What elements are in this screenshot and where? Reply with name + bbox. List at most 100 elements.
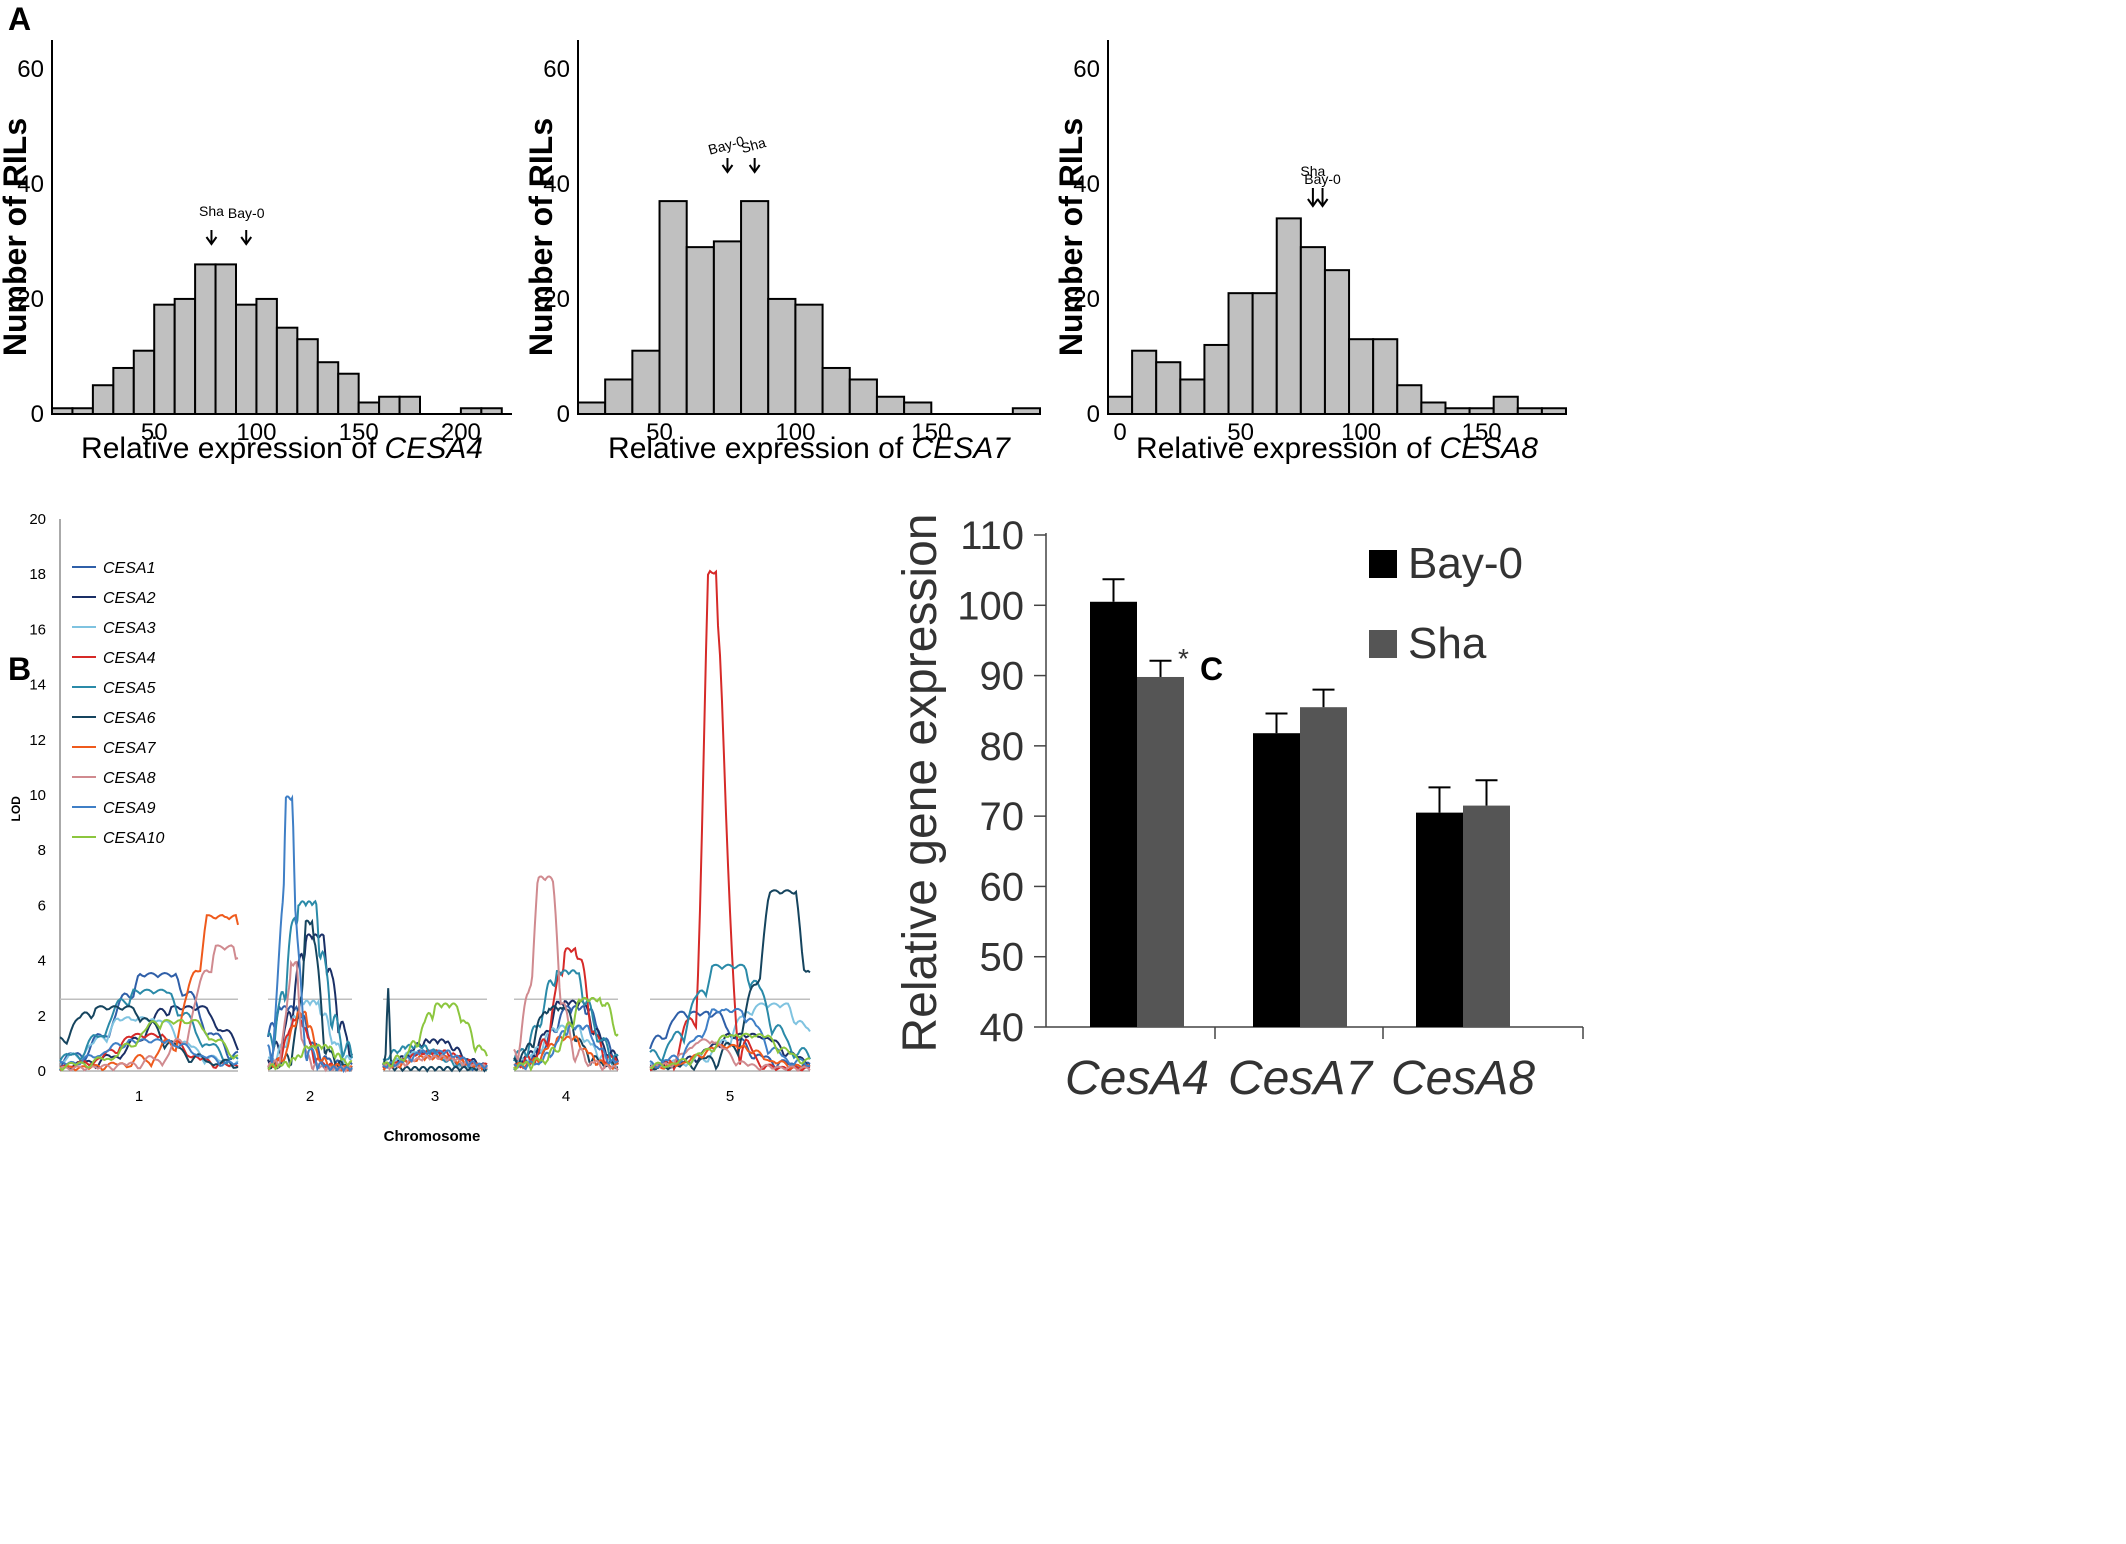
y-tick-label: 0	[31, 401, 44, 428]
y-tick-label: 60	[17, 56, 44, 83]
y-tick-label: 20	[1073, 286, 1100, 313]
x-tick-label: 0	[1113, 419, 1126, 446]
histogram-bar	[1540, 407, 1568, 416]
bar-sha	[1137, 676, 1184, 1027]
histogram-bar	[398, 395, 421, 416]
histogram-bar	[821, 366, 851, 416]
histogram-bar	[1179, 378, 1206, 416]
marker-arrow-head	[748, 164, 761, 174]
histogram-bar	[1492, 395, 1519, 416]
legend-label: CESA7	[103, 740, 157, 757]
histogram-bar	[255, 297, 278, 415]
histogram-bar	[1468, 407, 1495, 416]
y-tick-label: 20	[543, 286, 570, 313]
marker-arrow-head	[205, 236, 218, 246]
legend-swatch	[1369, 550, 1397, 578]
histogram-bar	[173, 297, 197, 415]
category-label: CesA8	[1391, 1052, 1535, 1105]
bar-bay-0	[1090, 601, 1137, 1027]
y-tick-label: 10	[29, 787, 46, 804]
legend-label: CESA2	[103, 590, 156, 607]
histogram-bar	[685, 246, 715, 415]
histogram-bar	[71, 407, 94, 416]
y-tick-label: 12	[29, 732, 46, 749]
lod-curve-cesa9	[649, 1007, 811, 1069]
marker-arrow-head	[1307, 198, 1319, 208]
y-tick-label: 0	[557, 401, 570, 428]
bar-bay-0	[1253, 733, 1300, 1027]
histogram-bar	[153, 303, 176, 415]
histogram-bar	[903, 401, 933, 416]
lod-curve-cesa9	[60, 1038, 239, 1068]
lod-curve-cesa2	[513, 999, 619, 1069]
histogram-bar	[848, 378, 878, 416]
histogram-bar	[91, 384, 115, 416]
histogram-cesa8: 0 20 40 60 0 50 100 150 Number of RILs Relative e…	[1053, 40, 1568, 465]
lod-curve-cesa5	[513, 969, 619, 1066]
histogram-bar	[296, 338, 319, 416]
y-axis-title: Relative gene expression	[894, 514, 947, 1053]
panel-letter-b: B	[8, 651, 31, 687]
lod-curve-cesa4	[649, 569, 811, 1072]
histogram-bar	[767, 297, 797, 415]
x-tick-label: 150	[339, 419, 379, 446]
significance-marker: *	[1178, 643, 1189, 674]
histogram-bar	[740, 200, 770, 415]
histogram-bar	[316, 361, 340, 416]
x-tick-label: 50	[1227, 419, 1254, 446]
y-axis-title: Number of RILs	[0, 118, 33, 356]
histogram-bar	[1275, 217, 1302, 415]
legend-label: Bay-0	[1408, 539, 1523, 588]
x-tick-label: 100	[775, 419, 815, 446]
y-tick-label: 60	[1073, 56, 1100, 83]
x-tick-label: 50	[141, 419, 168, 446]
relative-expression-bar-chart: 40 50 60 70 80 90 100 110 Relative gene expressi…	[894, 514, 1584, 1105]
marker-label: Bay-0	[228, 205, 265, 221]
chromosome-label: 1	[135, 1088, 143, 1105]
histogram-bar	[112, 366, 135, 416]
panel-letter-c: C	[1200, 651, 1223, 687]
histogram-bar	[1348, 338, 1375, 416]
x-tick-label: 150	[1462, 419, 1502, 446]
histogram-bar	[1107, 395, 1134, 416]
x-axis-title: Relative expression of CESA8	[1136, 432, 1538, 465]
chromosome-label: 2	[306, 1088, 314, 1105]
y-tick-label: 100	[957, 584, 1024, 628]
bar-sha	[1463, 805, 1510, 1027]
legend-swatch	[1369, 630, 1397, 658]
legend-label: CESA6	[103, 710, 156, 727]
legend-label: CESA3	[103, 620, 156, 637]
histogram-bar	[604, 378, 634, 416]
lod-curve-cesa6	[59, 1005, 239, 1069]
legend-label: CESA8	[103, 770, 156, 787]
bar-sha	[1300, 707, 1347, 1027]
histogram-bar	[194, 263, 217, 415]
chromosome-label: 4	[562, 1088, 570, 1105]
lod-curve-cesa5	[267, 899, 353, 1060]
lod-curve-cesa7	[267, 1010, 353, 1072]
histogram-bar	[1420, 401, 1447, 416]
legend-label: CESA1	[103, 560, 155, 577]
histogram-bar	[1203, 343, 1230, 416]
legend-label: CESA10	[103, 830, 164, 847]
y-tick-label: 40	[17, 171, 44, 198]
histogram-bar	[275, 326, 299, 416]
histogram-bar	[1444, 407, 1471, 416]
lod-curve-cesa5	[649, 963, 811, 1064]
marker-arrow-head	[721, 164, 734, 174]
lod-curve-cesa2	[382, 1038, 488, 1069]
lod-curve-cesa8	[513, 875, 619, 1072]
histogram-bar	[1131, 349, 1158, 416]
y-tick-label: 18	[29, 566, 46, 583]
y-axis-title: Number of RILs	[523, 118, 559, 356]
marker-label: Sha	[199, 203, 224, 219]
lod-curve-cesa9	[267, 794, 353, 1074]
legend-label: Sha	[1408, 619, 1487, 668]
histogram-bar	[1372, 338, 1399, 416]
lod-curve-cesa10	[267, 1043, 353, 1071]
lod-curve-cesa10	[382, 1002, 488, 1068]
histogram-cesa4: 0 20 40 60 50 100 150 200 Number of RILs Relative…	[0, 40, 512, 465]
histogram-bar	[1299, 246, 1326, 415]
y-tick-label: 40	[980, 1006, 1025, 1050]
